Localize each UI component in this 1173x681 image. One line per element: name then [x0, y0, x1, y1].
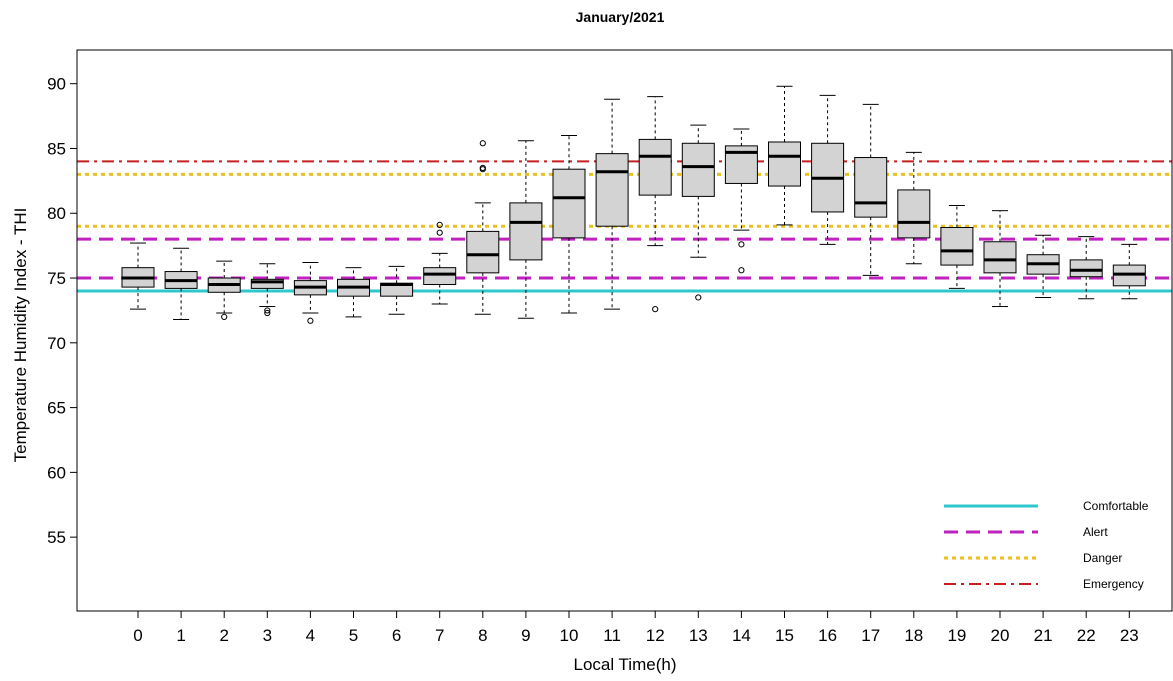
x-tick-label: 15: [775, 626, 794, 645]
y-axis: 55 60 65 70 75 80 85 90: [47, 75, 77, 547]
outlier-point: [479, 164, 486, 172]
box-hour-8: [466, 140, 500, 315]
x-tick-label: 10: [560, 626, 579, 645]
box-hour-0: [121, 242, 155, 310]
outlier-point: [221, 313, 228, 320]
box-iqr: [983, 241, 1017, 274]
outlier-point: [652, 306, 659, 313]
y-axis-label: Temperature Humidity Index - THI: [11, 208, 30, 463]
box-hour-22: [1069, 236, 1103, 300]
box-hour-1: [164, 247, 198, 320]
outlier-point: [738, 241, 745, 248]
box-iqr: [854, 157, 888, 218]
outlier-point: [436, 221, 443, 229]
y-tick-label: 60: [47, 463, 66, 482]
box-iqr: [595, 153, 629, 227]
box-hour-11: [595, 98, 629, 310]
box-hour-23: [1112, 243, 1146, 300]
x-tick-label: 1: [176, 626, 185, 645]
box-hour-13: [681, 124, 715, 301]
box-iqr: [940, 226, 974, 266]
legend-item-danger: Danger: [944, 551, 1122, 565]
box-iqr: [681, 142, 715, 197]
x-tick-label: 5: [349, 626, 358, 645]
x-tick-label: 20: [991, 626, 1010, 645]
box-hour-20: [983, 210, 1017, 308]
box-hour-7: [423, 221, 457, 305]
box-hour-2: [207, 260, 241, 320]
box-iqr: [423, 267, 457, 286]
box-hour-10: [552, 135, 586, 314]
box-iqr: [466, 230, 500, 274]
box-iqr: [897, 189, 931, 239]
box-hour-21: [1026, 234, 1060, 298]
box-iqr: [638, 138, 672, 196]
legend-item-emergency: Emergency: [944, 577, 1144, 591]
legend-item-comfortable: Comfortable: [944, 499, 1149, 513]
box-hour-17: [854, 103, 888, 276]
x-tick-label: 21: [1034, 626, 1053, 645]
box-hour-14: [724, 128, 758, 274]
x-tick-label: 19: [947, 626, 966, 645]
box-hour-16: [811, 94, 845, 245]
box-iqr: [1069, 259, 1103, 278]
outlier-point: [738, 267, 745, 274]
legend-label: Danger: [1083, 551, 1122, 565]
box-hour-3: [250, 263, 284, 317]
box-hour-9: [509, 140, 543, 319]
outlier-point: [264, 309, 271, 317]
y-tick-label: 85: [47, 139, 66, 158]
x-tick-label: 17: [861, 626, 880, 645]
y-tick-label: 70: [47, 334, 66, 353]
x-tick-label: 7: [435, 626, 444, 645]
x-tick-label: 23: [1120, 626, 1139, 645]
outlier-point: [695, 294, 702, 301]
box-iqr: [552, 168, 586, 239]
box-hour-19: [940, 204, 974, 289]
x-tick-label: 2: [219, 626, 228, 645]
y-tick-label: 90: [47, 75, 66, 94]
box-hour-4: [293, 261, 327, 324]
boxes-group: [121, 85, 1146, 324]
y-tick-label: 55: [47, 528, 66, 547]
legend: Comfortable Alert Danger Emergency: [944, 499, 1149, 591]
outlier-point: [264, 307, 271, 314]
x-tick-label: 6: [392, 626, 401, 645]
x-tick-label: 3: [263, 626, 272, 645]
plot-frame: [76, 49, 1173, 612]
y-tick-label: 75: [47, 269, 66, 288]
x-tick-label: 22: [1077, 626, 1096, 645]
box-iqr: [250, 278, 284, 289]
x-tick-label: 0: [133, 626, 142, 645]
box-hour-15: [768, 85, 801, 226]
x-tick-label: 4: [306, 626, 315, 645]
y-tick-label: 80: [47, 204, 66, 223]
box-hour-5: [337, 267, 370, 318]
x-tick-label: 13: [689, 626, 708, 645]
outlier-point: [436, 229, 443, 236]
box-hour-18: [897, 151, 931, 265]
x-tick-label: 14: [732, 626, 751, 645]
legend-label: Emergency: [1083, 577, 1144, 591]
y-tick-label: 65: [47, 399, 66, 418]
x-tick-label: 12: [646, 626, 665, 645]
legend-label: Comfortable: [1083, 499, 1149, 513]
outlier-point: [307, 317, 314, 324]
chart-title: January/2021: [576, 9, 665, 25]
legend-item-alert: Alert: [944, 525, 1108, 539]
x-tick-label: 9: [521, 626, 530, 645]
x-tick-label: 16: [818, 626, 837, 645]
x-axis: 0 1 2 3 4 5 6 7 8 9 10 11 12 13 14 15 16 17 18 19 20 21 22 23: [133, 611, 1139, 645]
x-tick-label: 11: [603, 626, 621, 645]
box-hour-6: [380, 265, 414, 315]
x-tick-label: 18: [904, 626, 923, 645]
legend-label: Alert: [1083, 525, 1108, 539]
x-tick-label: 8: [478, 626, 487, 645]
box-hour-12: [638, 96, 672, 313]
x-axis-label: Local Time(h): [574, 655, 677, 674]
outlier-point: [479, 140, 486, 147]
box-iqr: [509, 202, 543, 261]
box-iqr: [768, 141, 801, 187]
